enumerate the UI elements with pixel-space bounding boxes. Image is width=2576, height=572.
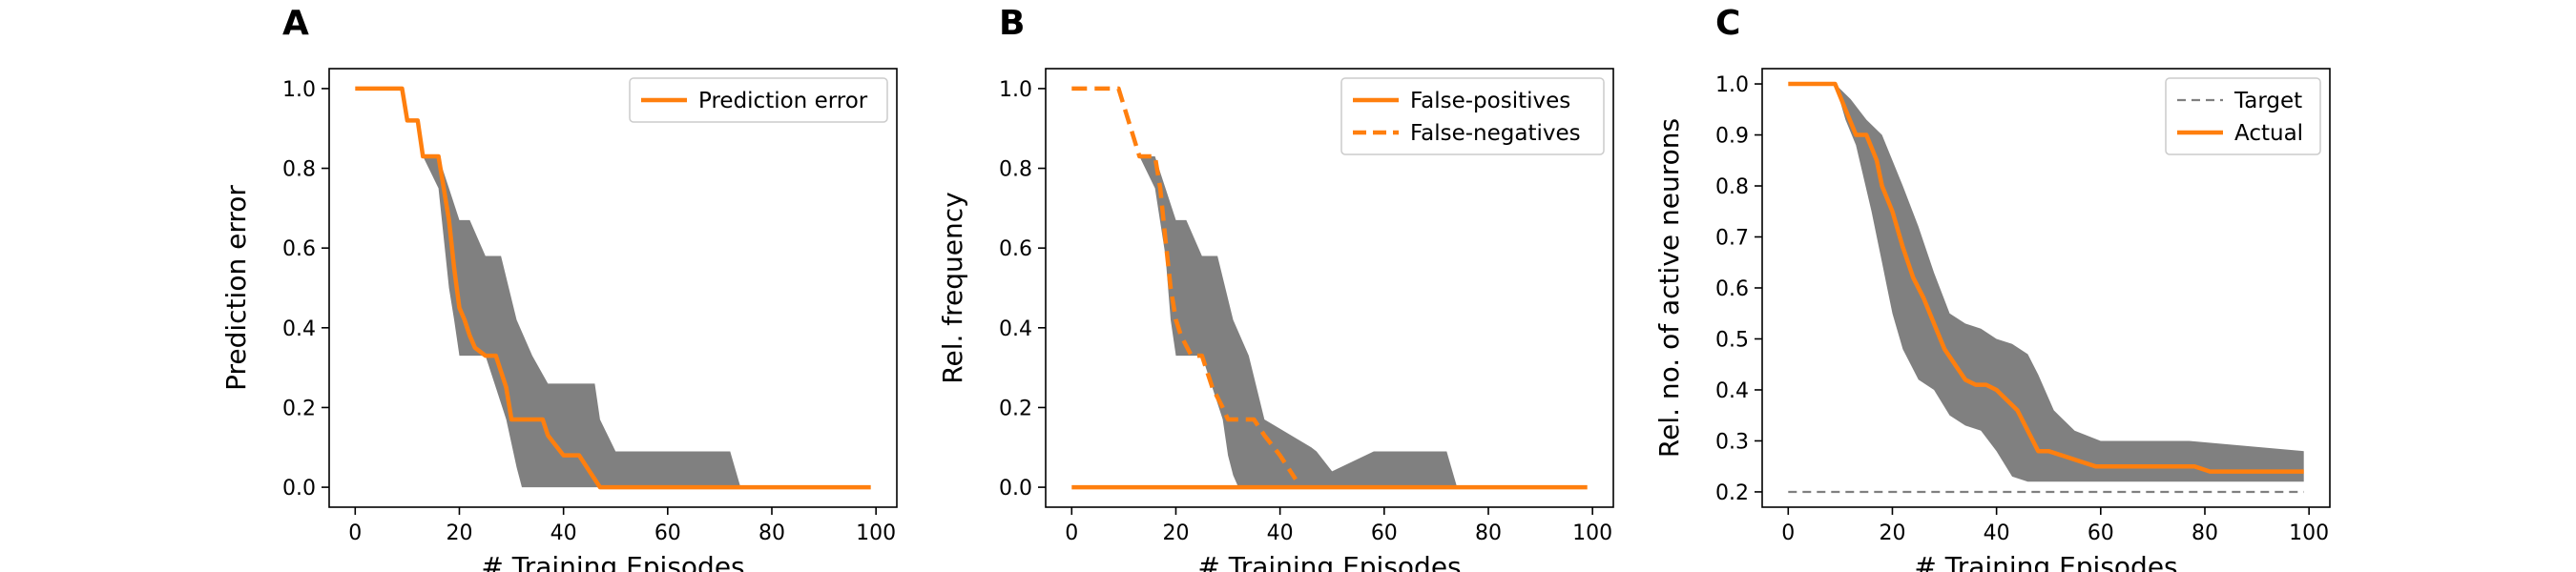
panel-a-y-tick-label-4: 0.8 (282, 158, 316, 182)
panel-a-legend: Prediction error (629, 77, 888, 123)
panel-b-letter: B (999, 4, 1025, 43)
panel-a: A 0 20 40 60 80 100 0.0 0.2 0.4 0.6 0.8 1.0 # Trai… (220, 4, 898, 572)
panel-b-x-axis-label: # Training Episodes (1197, 551, 1461, 572)
panel-c-y-tick-label-1: 0.3 (1715, 430, 1749, 454)
panel-b-series-lines (1071, 86, 1588, 490)
panel-a-x-ticks: 0 20 40 60 80 100 (348, 507, 896, 545)
panel-a-axes-frame (328, 68, 898, 508)
panel-b-x-tick-label-60: 60 (1371, 521, 1398, 545)
panel-b-x-tick-label-20: 20 (1162, 521, 1189, 545)
panel-b-legend-label-false-positives: False-positives (1410, 89, 1570, 113)
panel-c-x-tick-label-60: 60 (2088, 521, 2114, 545)
panel-a-x-tick-label-100: 100 (856, 521, 896, 545)
panel-b: B 0 20 40 60 80 100 0.0 0.2 0.4 0.6 0.8 1.0 # Trai… (937, 4, 1614, 572)
panel-a-uncertainty-band (355, 88, 871, 488)
panel-b-axes-frame (1045, 68, 1614, 508)
panel-c-legend-label-target: Target (2233, 89, 2302, 113)
panel-b-legend-item-false-negatives: False-negatives (1353, 121, 1581, 146)
panel-c-series-lines (1788, 81, 2304, 494)
panel-b-legend-label-false-negatives: False-negatives (1410, 121, 1581, 146)
panel-c-y-tick-label-3: 0.5 (1715, 328, 1749, 352)
panel-c-series-actual (1788, 81, 2304, 474)
panel-c-legend-label-actual: Actual (2234, 121, 2303, 146)
panel-c-y-tick-label-0: 0.2 (1715, 481, 1749, 505)
panel-b-x-tick-label-40: 40 (1267, 521, 1294, 545)
panel-a-x-axis-label: # Training Episodes (481, 551, 744, 572)
panel-c-legend: Target Actual (2165, 77, 2321, 155)
panel-c-y-tick-label-8: 1.0 (1715, 73, 1749, 97)
panel-c-legend-box (2165, 77, 2321, 155)
panel-a-x-tick-label-0: 0 (348, 521, 362, 545)
panel-a-series-prediction-error (355, 86, 871, 490)
panel-a-y-tick-label-3: 0.6 (282, 237, 316, 261)
panel-c-x-axis-label: # Training Episodes (1914, 551, 2177, 572)
panel-b-x-tick-label-0: 0 (1065, 521, 1078, 545)
panel-c-y-tick-label-4: 0.6 (1715, 277, 1749, 301)
panel-a-letter: A (282, 4, 309, 43)
panel-b-band-area (1071, 88, 1588, 488)
panel-b-uncertainty-band (1071, 88, 1588, 488)
panel-c: C 0 20 40 60 80 100 0.2 0.3 0.4 0.5 0.6 0.7 0.8 0.9 1… (1653, 4, 2331, 572)
panel-b-y-tick-label-1: 0.2 (999, 397, 1032, 420)
panel-a-y-tick-label-5: 1.0 (282, 78, 316, 102)
panel-b-series-false-negatives (1071, 86, 1298, 480)
panel-b-y-tick-label-3: 0.6 (999, 237, 1032, 261)
panel-a-x-tick-label-20: 20 (446, 521, 472, 545)
panel-c-legend-item-actual: Actual (2177, 121, 2303, 146)
panel-b-y-ticks: 0.0 0.2 0.4 0.6 0.8 1.0 (999, 78, 1046, 500)
panel-a-x-tick-label-40: 40 (551, 521, 577, 545)
panel-a-y-tick-label-0: 0.0 (282, 477, 316, 500)
panel-c-y-axis-label: Rel. no. of active neurons (1653, 118, 1685, 458)
panel-c-x-tick-label-80: 80 (2192, 521, 2218, 545)
panel-c-x-tick-label-40: 40 (1984, 521, 2010, 545)
panel-c-uncertainty-band (1788, 84, 2304, 482)
panel-b-x-tick-label-100: 100 (1572, 521, 1612, 545)
panel-b-y-tick-label-5: 1.0 (999, 78, 1032, 102)
panel-a-legend-label-prediction-error: Prediction error (698, 89, 868, 113)
panel-c-y-ticks: 0.2 0.3 0.4 0.5 0.6 0.7 0.8 0.9 1.0 (1715, 73, 1762, 505)
panel-a-x-tick-label-80: 80 (758, 521, 785, 545)
panel-c-y-tick-label-2: 0.4 (1715, 379, 1749, 403)
panel-a-x-tick-label-60: 60 (654, 521, 681, 545)
panel-c-y-tick-label-5: 0.7 (1715, 227, 1749, 251)
panel-a-y-ticks: 0.0 0.2 0.4 0.6 0.8 1.0 (282, 78, 329, 500)
panel-c-x-tick-label-20: 20 (1879, 521, 1905, 545)
panel-b-y-tick-label-0: 0.0 (999, 477, 1032, 500)
panel-b-legend-box (1340, 77, 1605, 155)
panel-c-x-ticks: 0 20 40 60 80 100 (1781, 507, 2329, 545)
panel-b-legend: False-positives False-negatives (1340, 77, 1605, 155)
panel-c-x-tick-label-0: 0 (1781, 521, 1795, 545)
panel-c-y-tick-label-7: 0.9 (1715, 125, 1749, 149)
panel-c-legend-item-target: Target (2177, 89, 2302, 113)
panel-a-legend-item-prediction-error: Prediction error (641, 89, 868, 113)
panel-c-y-tick-label-6: 0.8 (1715, 175, 1749, 199)
panel-b-legend-item-false-positives: False-positives (1353, 89, 1570, 113)
panel-a-y-tick-label-2: 0.4 (282, 317, 316, 341)
panel-b-y-tick-label-2: 0.4 (999, 317, 1032, 341)
panel-b-y-tick-label-4: 0.8 (999, 158, 1032, 182)
panel-a-legend-box (629, 77, 888, 123)
panel-b-x-ticks: 0 20 40 60 80 100 (1065, 507, 1612, 545)
panel-b-y-axis-label: Rel. frequency (937, 192, 968, 383)
panel-b-x-tick-label-80: 80 (1475, 521, 1502, 545)
panel-a-y-axis-label: Prediction error (220, 185, 252, 391)
panel-a-y-tick-label-1: 0.2 (282, 397, 316, 420)
panel-c-x-tick-label-100: 100 (2289, 521, 2329, 545)
panel-c-letter: C (1715, 4, 1740, 43)
panel-a-band-area (355, 88, 871, 488)
panel-c-band-area (1788, 84, 2304, 482)
panel-a-series-lines (355, 86, 871, 490)
